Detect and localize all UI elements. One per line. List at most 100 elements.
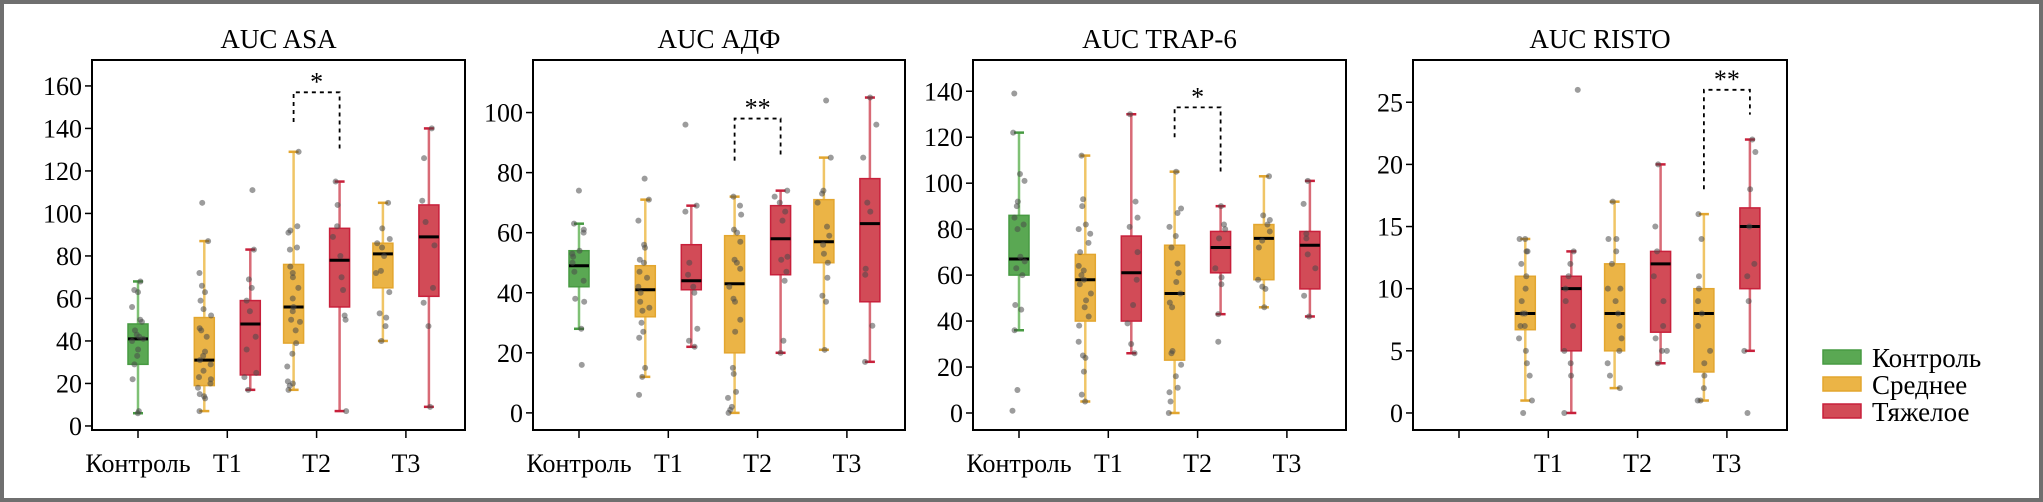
y-tick-label: 100 — [924, 169, 963, 198]
data-point — [572, 295, 579, 302]
data-point — [1260, 212, 1267, 219]
data-point — [729, 364, 736, 371]
data-point — [1615, 310, 1622, 317]
data-point — [1221, 221, 1228, 228]
data-point — [1165, 409, 1172, 416]
data-point — [1654, 248, 1661, 255]
data-point — [245, 276, 252, 283]
data-point — [783, 268, 790, 275]
data-point — [1079, 352, 1086, 359]
data-point — [135, 408, 142, 415]
legend-swatch — [1822, 376, 1862, 392]
box-Контроль-Контроль — [127, 278, 149, 417]
data-point — [294, 244, 301, 251]
box-T1-Тяжелое — [1560, 86, 1583, 416]
box-iqr — [680, 243, 703, 291]
x-tick-label: T3 — [832, 449, 861, 478]
data-point — [730, 295, 737, 302]
data-point — [1124, 320, 1131, 327]
box-T3-Среднее — [1693, 211, 1715, 404]
data-point — [1301, 292, 1308, 299]
data-point — [737, 316, 744, 323]
data-point — [1080, 267, 1087, 274]
box-T1-Среднее — [1074, 152, 1097, 405]
y-tick-label: 140 — [43, 114, 82, 143]
data-point — [292, 327, 299, 334]
plot-frame — [91, 59, 466, 431]
data-point — [1312, 265, 1319, 272]
data-point — [860, 154, 867, 161]
box-T3-Тяжелое — [418, 125, 440, 410]
data-point — [827, 154, 834, 161]
legend-label: Тяжелое — [1872, 397, 1969, 427]
box-T2-Тяжелое — [328, 178, 351, 415]
data-point — [253, 369, 260, 376]
data-point — [1695, 273, 1702, 280]
data-point — [377, 267, 384, 274]
box-iqr — [1074, 253, 1097, 322]
data-point — [867, 94, 874, 101]
data-point — [196, 325, 203, 332]
data-point — [784, 187, 791, 194]
data-point — [824, 259, 831, 266]
data-point — [341, 312, 348, 319]
data-point — [420, 299, 427, 306]
data-point — [338, 274, 345, 281]
y-tick-label: 60 — [497, 219, 523, 248]
data-point — [1616, 347, 1623, 354]
x-tick-label: T3 — [1272, 449, 1301, 478]
data-point — [249, 187, 256, 194]
data-point — [287, 227, 294, 234]
data-point — [1174, 384, 1181, 391]
data-point — [1613, 248, 1620, 255]
y-tick-label: 100 — [484, 99, 523, 128]
data-point — [289, 274, 296, 281]
data-point — [641, 175, 648, 182]
data-point — [1085, 313, 1092, 320]
data-point — [1303, 235, 1310, 242]
x-tick-label: T1 — [654, 449, 683, 478]
y-tick-label: 5 — [1390, 337, 1403, 366]
data-point — [824, 274, 831, 281]
data-point — [1082, 398, 1089, 405]
data-point — [1516, 235, 1523, 242]
data-point — [1255, 276, 1262, 283]
data-point — [1516, 335, 1523, 342]
data-point — [1616, 322, 1623, 329]
box-T1-Тяжелое — [239, 187, 262, 393]
data-point — [1128, 341, 1135, 348]
y-tick-label: 20 — [497, 339, 523, 368]
data-point — [1747, 186, 1754, 193]
data-point — [1523, 360, 1530, 367]
box-T1-Тяжелое — [680, 121, 703, 350]
data-point — [726, 283, 733, 290]
data-point — [779, 217, 786, 224]
significance-label: * — [1191, 82, 1204, 111]
box-T3-Тяжелое — [1739, 136, 1761, 416]
data-point — [571, 220, 578, 227]
data-point — [296, 318, 303, 325]
data-point — [725, 394, 732, 401]
data-point — [1522, 285, 1529, 292]
data-point — [196, 408, 203, 415]
plot-frame — [972, 59, 1347, 431]
y-tick-label: 120 — [924, 123, 963, 152]
box-T3-Тяжелое — [1299, 177, 1321, 320]
data-point — [728, 403, 735, 410]
data-point — [1012, 301, 1019, 308]
data-point — [1013, 203, 1020, 210]
data-point — [1217, 203, 1224, 210]
data-point — [1011, 90, 1018, 97]
data-point — [137, 278, 144, 285]
data-point — [1523, 273, 1530, 280]
data-point — [1013, 265, 1020, 272]
data-point — [1698, 235, 1705, 242]
y-tick-label: 0 — [950, 399, 963, 428]
data-point — [129, 303, 136, 310]
box-T2-Среднее — [1603, 198, 1626, 392]
data-point — [1561, 409, 1568, 416]
data-point — [1130, 301, 1137, 308]
data-point — [569, 250, 576, 257]
data-point — [1087, 230, 1094, 237]
data-point — [1520, 409, 1527, 416]
